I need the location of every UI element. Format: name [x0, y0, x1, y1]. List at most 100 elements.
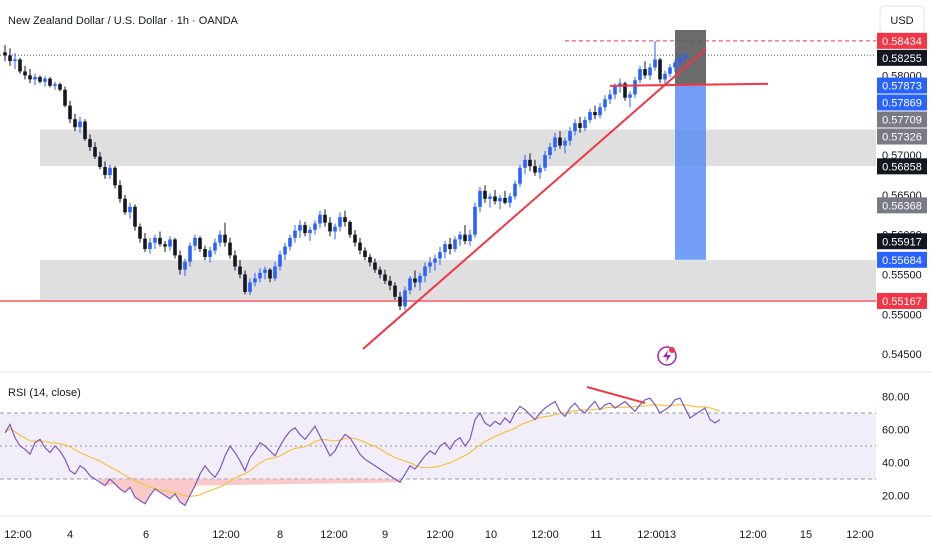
- candle: [318, 210, 322, 229]
- price-label: 0.57869: [877, 94, 927, 111]
- candle-body: [143, 238, 147, 249]
- trendline: [362, 48, 707, 350]
- candle: [213, 238, 217, 255]
- price-label: 0.57873: [877, 77, 927, 94]
- candle: [338, 212, 342, 232]
- price-label-bg: [877, 292, 927, 309]
- position-tool[interactable]: [675, 30, 706, 260]
- candle-body: [328, 222, 332, 232]
- candle: [348, 220, 352, 238]
- candle-body: [98, 156, 102, 167]
- drawing-lines: [0, 40, 876, 302]
- rsi-lines: [4, 386, 721, 507]
- candle-body: [523, 159, 527, 168]
- price-label-bg: [877, 158, 927, 175]
- flash-icon[interactable]: [657, 346, 677, 366]
- rsi-tick: 20.00: [882, 491, 910, 503]
- candle-body: [283, 246, 287, 255]
- rsi-tick: 80.00: [882, 392, 910, 404]
- candle-body: [623, 83, 627, 98]
- candle: [438, 246, 442, 265]
- candle-body: [683, 54, 687, 58]
- candle-body: [378, 269, 382, 275]
- candle: [58, 82, 62, 92]
- candle-body: [393, 285, 397, 297]
- candle-body: [513, 183, 517, 197]
- time-axis[interactable]: 12:00 4 6 12:00 8 12:00 9 12:00 10 12:00 11 12:00 13…: [4, 529, 874, 541]
- candle-body: [128, 206, 132, 213]
- candle-body: [668, 67, 672, 74]
- time-tick: 6: [143, 529, 149, 541]
- candle: [418, 272, 422, 291]
- drawings[interactable]: [362, 48, 769, 350]
- candle: [403, 286, 407, 311]
- candle-body: [503, 198, 507, 203]
- candle: [588, 108, 592, 124]
- candle: [573, 119, 577, 136]
- time-tick: 12:00: [212, 529, 240, 541]
- candle: [8, 48, 12, 66]
- candle-body: [538, 167, 542, 173]
- candle-body: [468, 234, 472, 242]
- candle-body: [123, 198, 127, 213]
- candle: [603, 95, 607, 112]
- candle: [283, 242, 287, 261]
- candle: [653, 41, 657, 71]
- candle-body: [163, 244, 167, 247]
- candle-body: [388, 280, 392, 286]
- candle-body: [118, 185, 122, 199]
- candle-body: [148, 242, 152, 249]
- candle: [563, 137, 567, 154]
- price-axis[interactable]: USD 0.580000.575000.570000.565000.560000…: [876, 0, 932, 370]
- price-label-text: 0.57869: [882, 98, 922, 110]
- price-label-bg: [877, 233, 927, 250]
- candle-body: [483, 190, 487, 199]
- price-label-text: 0.56368: [882, 200, 922, 212]
- candle-body: [548, 147, 552, 156]
- candle-body: [73, 119, 77, 128]
- candle-body: [568, 131, 572, 141]
- candle: [28, 69, 32, 84]
- candle: [568, 127, 572, 146]
- time-tick: 15: [800, 529, 812, 541]
- candle-body: [188, 245, 192, 262]
- support-resistance-zones: [40, 129, 876, 300]
- candle-body: [418, 276, 422, 283]
- candle: [78, 116, 82, 133]
- candle: [253, 272, 257, 287]
- candle: [638, 65, 642, 84]
- candle-body: [528, 159, 532, 167]
- rsi-oversold-fill: [100, 479, 400, 506]
- candle-body: [113, 167, 117, 186]
- candle: [203, 245, 207, 261]
- candle: [413, 270, 417, 288]
- price-label-text: 0.57709: [882, 115, 922, 127]
- candle-body: [183, 261, 187, 270]
- price-label: 0.58434: [877, 32, 927, 49]
- price-label-text: 0.57873: [882, 81, 922, 93]
- candle-body: [278, 254, 282, 267]
- candle: [158, 231, 162, 247]
- candle: [193, 234, 197, 251]
- candle-body: [598, 107, 602, 116]
- candle: [143, 233, 147, 253]
- price-pane[interactable]: [0, 30, 876, 350]
- time-tick: 11: [590, 529, 601, 541]
- candle: [53, 81, 57, 90]
- currency-label: USD: [890, 15, 913, 27]
- price-label-text: 0.55684: [882, 255, 922, 267]
- time-tick: 9: [382, 529, 388, 541]
- candle-body: [408, 278, 412, 291]
- candle: [93, 142, 97, 160]
- candle: [598, 103, 602, 119]
- candle: [668, 64, 672, 77]
- candle: [153, 234, 157, 249]
- candle: [458, 231, 462, 246]
- candle-body: [228, 242, 232, 256]
- candle-body: [8, 55, 12, 62]
- candle-body: [233, 255, 237, 267]
- candle: [118, 180, 122, 203]
- rsi-pane[interactable]: RSI (14, close) 80.00 60.00 40.00 20.00: [0, 386, 910, 507]
- candle-body: [78, 121, 82, 128]
